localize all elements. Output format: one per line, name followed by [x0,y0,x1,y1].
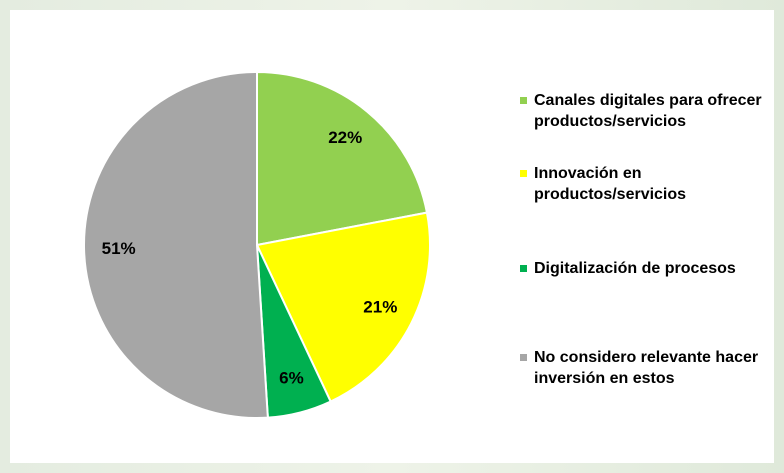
data-label: 51% [102,239,136,258]
legend-item: Innovación en productos/servicios [520,163,772,205]
legend-swatch [520,354,527,361]
legend-item: No considero relevante hacer inversión e… [520,347,772,389]
data-label: 22% [328,128,362,147]
pie-slice [256,70,429,247]
data-label: 6% [279,369,304,388]
data-label: 21% [363,297,397,316]
legend-label: Canales digitales para ofrecer productos… [534,92,762,130]
pie-slice [83,70,269,419]
pie-slice [255,211,431,403]
legend-item: Canales digitales para ofrecer productos… [520,90,772,132]
legend-label: No considero relevante hacer inversión e… [534,349,759,387]
legend-label: Digitalización de procesos [534,260,736,277]
legend-label: Innovación en productos/servicios [534,165,687,203]
legend-item: Digitalización de procesos [520,258,772,279]
legend-swatch [520,170,527,177]
legend-swatch [520,97,527,104]
legend-swatch [520,265,527,272]
